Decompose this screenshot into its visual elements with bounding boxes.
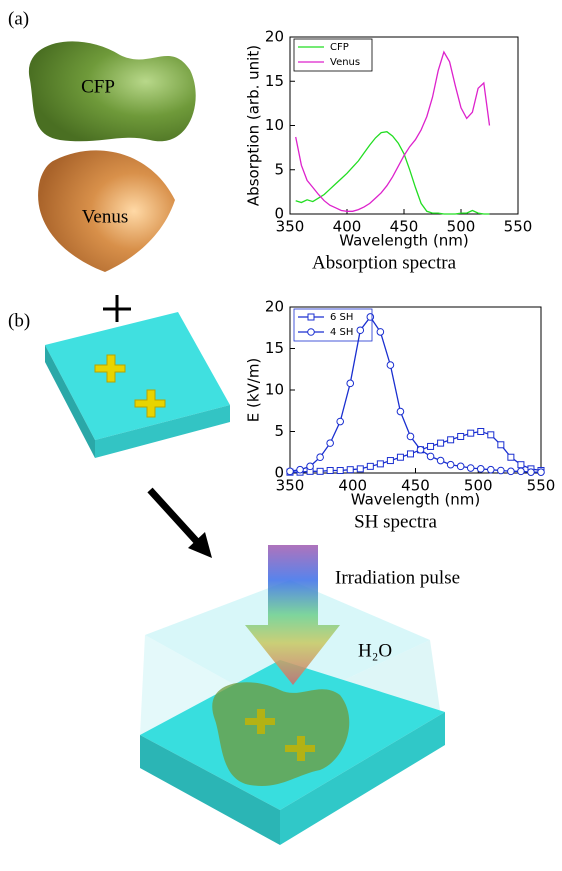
- marker: [317, 468, 323, 474]
- protein-label: Venus: [82, 206, 128, 227]
- y-tick-label: 10: [265, 381, 284, 399]
- marker: [498, 467, 505, 474]
- marker: [448, 437, 454, 443]
- marker: [347, 467, 353, 473]
- marker: [347, 380, 354, 387]
- marker: [377, 329, 384, 336]
- marker: [367, 463, 373, 469]
- marker: [508, 454, 514, 460]
- marker: [387, 362, 394, 369]
- marker: [508, 468, 515, 475]
- marker: [337, 418, 344, 425]
- x-tick-label: 550: [527, 477, 556, 495]
- marker: [478, 429, 484, 435]
- plus-sign: [103, 295, 131, 322]
- series-line: [296, 52, 490, 211]
- x-tick-label: 550: [504, 218, 533, 236]
- marker: [458, 433, 464, 439]
- y-tick-label: 20: [265, 28, 284, 46]
- y-tick-label: 5: [274, 160, 284, 178]
- marker: [438, 440, 444, 446]
- marker: [468, 430, 474, 436]
- y-axis-label: E (kV/m): [245, 358, 263, 423]
- marker: [528, 469, 535, 476]
- marker: [447, 461, 454, 468]
- marker: [518, 468, 525, 475]
- marker: [367, 314, 374, 321]
- marker: [387, 458, 393, 464]
- marker: [297, 466, 304, 473]
- protein-label: CFP: [81, 76, 115, 97]
- marker: [377, 461, 383, 467]
- marker: [488, 432, 494, 438]
- marker: [467, 465, 474, 472]
- medium-label: H₂O: [358, 640, 392, 661]
- marker: [308, 314, 314, 320]
- marker: [437, 457, 444, 464]
- marker: [407, 433, 414, 440]
- x-axis-label: Wavelength (nm): [351, 491, 481, 509]
- marker: [397, 408, 404, 415]
- legend-label: CFP: [330, 42, 349, 53]
- y-tick-label: 20: [265, 298, 284, 316]
- marker: [427, 453, 434, 460]
- pulse-label: Irradiation pulse: [335, 567, 460, 588]
- marker: [308, 329, 315, 336]
- y-tick-label: 10: [265, 116, 284, 134]
- y-tick-label: 5: [274, 422, 284, 440]
- marker: [397, 454, 403, 460]
- marker: [407, 451, 413, 457]
- series-line: [290, 432, 541, 473]
- arrow: [150, 490, 200, 545]
- chart-caption: Absorption spectra: [312, 252, 457, 273]
- chart-caption: SH spectra: [354, 511, 437, 532]
- x-axis-label: Wavelength (nm): [339, 232, 469, 250]
- panel-label: (a): [8, 8, 29, 29]
- marker: [428, 443, 434, 449]
- legend-label: 4 SH: [330, 327, 353, 338]
- y-tick-label: 15: [265, 339, 284, 357]
- legend-label: Venus: [330, 57, 360, 68]
- marker: [327, 440, 334, 447]
- y-tick-label: 0: [274, 205, 284, 223]
- figure: (a) (b) CFP Venus Irradiation pulse H₂O …: [0, 0, 562, 871]
- marker: [498, 442, 504, 448]
- marker: [477, 466, 484, 473]
- y-tick-label: 15: [265, 72, 284, 90]
- marker: [357, 466, 363, 472]
- plot-frame: [290, 37, 518, 214]
- marker: [327, 468, 333, 474]
- legend-label: 6 SH: [330, 312, 353, 323]
- marker: [357, 327, 364, 334]
- marker: [287, 468, 294, 475]
- marker: [417, 446, 424, 453]
- marker: [488, 466, 495, 473]
- marker: [337, 468, 343, 474]
- marker: [457, 463, 464, 470]
- panel-label: (b): [8, 310, 30, 331]
- y-axis-label: Absorption (arb. unit): [245, 45, 263, 206]
- y-tick-label: 0: [274, 464, 284, 482]
- marker: [307, 463, 314, 470]
- marker: [538, 469, 545, 476]
- marker: [317, 454, 324, 461]
- marker: [518, 462, 524, 468]
